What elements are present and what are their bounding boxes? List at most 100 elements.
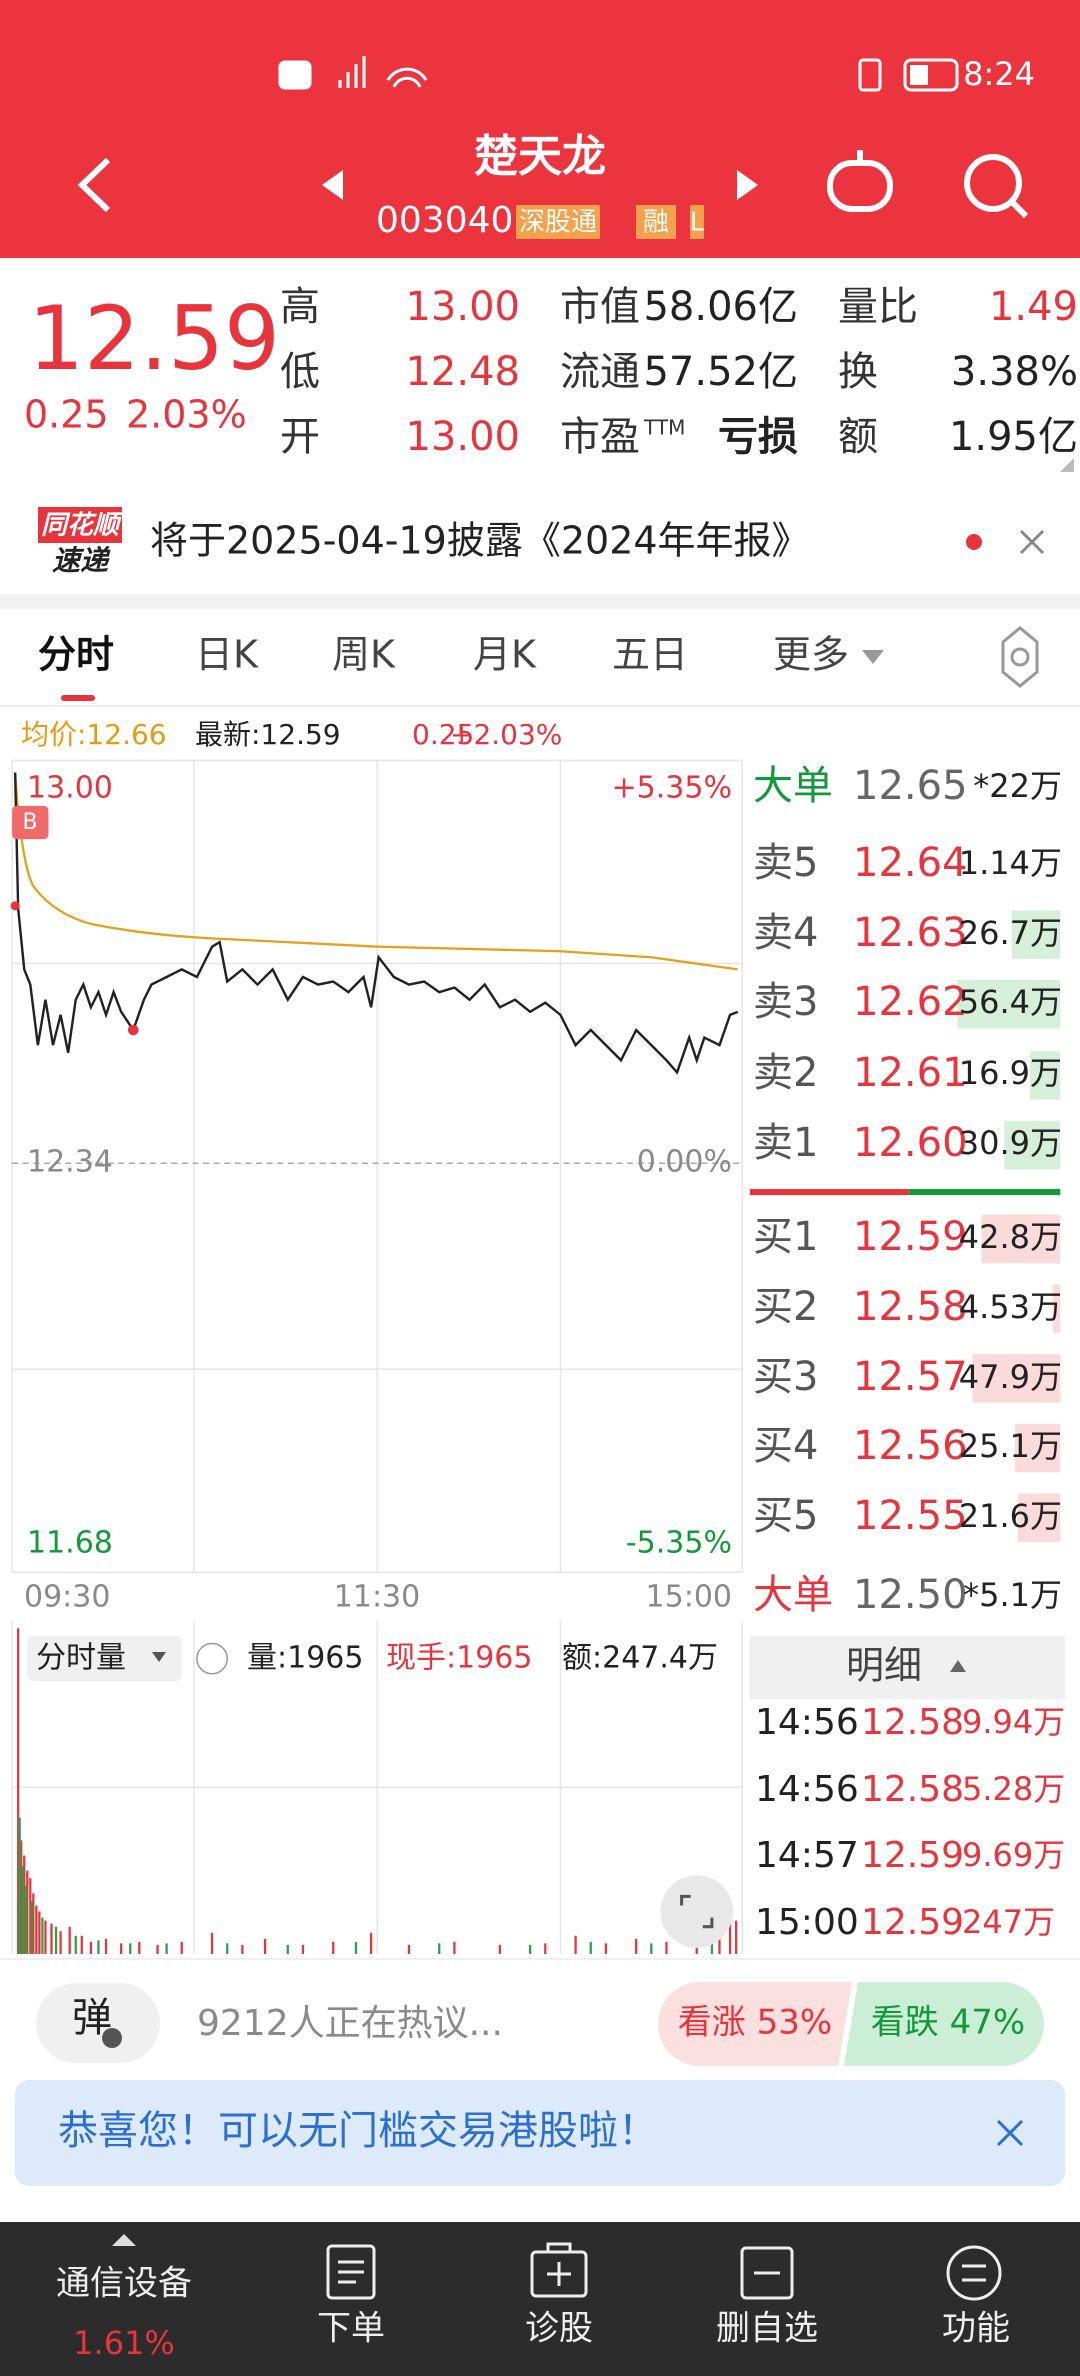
divider: [0, 1958, 1080, 1960]
danmaku-button[interactable]: [36, 1983, 160, 2063]
tab[interactable]: 更多: [773, 633, 849, 677]
status-icons: [278, 56, 959, 92]
fullscreen-icon: [680, 1894, 714, 1929]
badge-top: [38, 507, 122, 543]
chart-change-pct: +2.03%: [450, 718, 562, 751]
notice-close[interactable]: [1019, 529, 1045, 555]
bear-button[interactable]: [844, 1982, 1044, 2066]
stat-label: 高: [280, 284, 320, 330]
selector-caret: [152, 1652, 166, 1662]
trades-title[interactable]: 明细: [846, 1644, 922, 1688]
time-label: 15:00: [646, 1580, 732, 1615]
book-price: 12.65: [853, 763, 968, 809]
banner-text: 恭喜您！可以无门槛交易港股啦！: [58, 2108, 658, 2154]
y-label-top: 13.00: [27, 771, 113, 806]
stat-label-sup: TTM: [643, 416, 685, 440]
tab[interactable]: 五日: [612, 633, 688, 677]
trade-time: 15:00: [755, 1902, 859, 1943]
time-label: 11:30: [334, 1580, 420, 1615]
stat-label: 流通: [560, 349, 640, 395]
buy-marker: [12, 805, 49, 840]
badge-text: 同花顺: [41, 511, 124, 541]
chart-change: 0.25: [412, 718, 474, 751]
settings-icon[interactable]: [1001, 626, 1039, 688]
stat-value: 12.48: [405, 349, 520, 395]
search-icon[interactable]: [964, 154, 1029, 219]
trade-price: 12.58: [861, 1702, 964, 1743]
banner[interactable]: [15, 2080, 1065, 2186]
tab[interactable]: 日K: [195, 633, 259, 677]
amount: 额:247.4万: [562, 1641, 718, 1676]
discussion-text[interactable]: 9212人正在热议...: [197, 2003, 503, 2044]
trades-header-bg: [749, 1635, 1065, 1700]
stat-value: 3.38%: [951, 349, 1078, 395]
book-size: 16.9万: [959, 1054, 1062, 1092]
book-label: 买5: [753, 1493, 818, 1539]
help-icon[interactable]: [196, 1642, 228, 1675]
book-size: 26.7万: [959, 914, 1062, 952]
book-size: 25.1万: [959, 1427, 1062, 1465]
prev-stock[interactable]: [322, 170, 343, 200]
sort-caret: [950, 1660, 966, 1672]
time-label: 09:30: [24, 1580, 110, 1615]
book-label: 买1: [753, 1214, 818, 1260]
stat-label: 换: [838, 349, 878, 395]
nav-item[interactable]: 功能: [942, 2309, 1010, 2349]
volume-bars-down: [18, 1817, 714, 1954]
latest-price: 最新:12.59: [195, 718, 341, 751]
bear-label: 看跌 47%: [871, 2003, 1025, 2043]
badge-text: 速递: [52, 544, 111, 577]
tab[interactable]: 分时: [38, 633, 114, 677]
volume-selector[interactable]: 分时量: [36, 1641, 126, 1676]
book-price: 12.63: [853, 910, 968, 956]
tab[interactable]: 月K: [473, 633, 537, 677]
tag: 融: [643, 208, 669, 238]
tag: 深股通: [519, 208, 597, 238]
buy-marker-label: B: [22, 810, 37, 835]
trade-time: 14:56: [755, 1702, 859, 1743]
nav-item[interactable]: 下单: [317, 2309, 385, 2349]
volume: 量:1965: [247, 1641, 363, 1676]
sector-name[interactable]: 通信设备: [56, 2264, 192, 2304]
book-price: 12.57: [853, 1354, 968, 1400]
bull-button[interactable]: [658, 1982, 852, 2066]
assistant-icon[interactable]: [827, 150, 893, 212]
tag-box: [690, 205, 704, 239]
stat-value: 57.52亿: [643, 349, 798, 395]
trade-time: 14:56: [755, 1769, 859, 1810]
stat-label: 额: [838, 414, 878, 460]
status-time: 8:24: [963, 55, 1035, 93]
tab-divider: [0, 705, 1080, 707]
stat-label: 开: [280, 414, 320, 460]
book-price: 12.55: [853, 1493, 968, 1539]
next-stock[interactable]: [737, 170, 758, 200]
nav-item[interactable]: 诊股: [525, 2309, 593, 2349]
pct-label-bottom: -5.35%: [626, 1526, 732, 1561]
stat-value: 13.00: [405, 414, 520, 460]
back-button[interactable]: [77, 157, 111, 213]
nav-item[interactable]: 删自选: [716, 2309, 818, 2349]
book-label: 卖1: [753, 1120, 818, 1166]
trade-point: [127, 1024, 139, 1036]
stat-value: 58.06亿: [643, 284, 798, 330]
stat-label: 量比: [838, 284, 918, 330]
y-label-mid: 12.34: [27, 1145, 113, 1180]
stat-value: 1.49: [989, 284, 1078, 330]
avg-line: [14, 772, 738, 971]
danmaku-toggle: [102, 2028, 122, 2048]
bid-depth: [972, 1214, 1061, 1542]
fullscreen-button[interactable]: [660, 1875, 734, 1948]
book-size: *5.1万: [963, 1576, 1062, 1614]
book-size: 21.6万: [959, 1497, 1062, 1535]
tab[interactable]: 周K: [332, 633, 396, 677]
banner-close[interactable]: [996, 2119, 1024, 2147]
trade-size: 247万: [962, 1903, 1055, 1941]
notice-text[interactable]: 将于2025-04-19披露《2024年年报》: [150, 519, 810, 563]
trade-price: 12.59: [861, 1835, 964, 1876]
stock-name: 楚天龙: [474, 131, 606, 182]
selector-bg[interactable]: [27, 1635, 182, 1682]
book-size: 30.9万: [959, 1124, 1062, 1162]
hand: 现手:1965: [386, 1641, 532, 1676]
volume-bars-up: [17, 1628, 738, 1954]
